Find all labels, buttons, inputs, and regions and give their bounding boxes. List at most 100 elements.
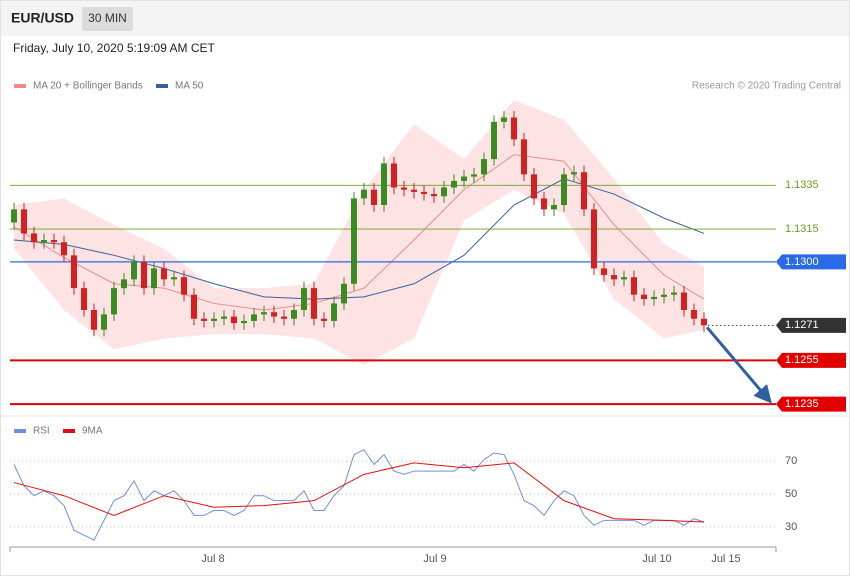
candle-body	[241, 320, 247, 324]
candle-body	[691, 310, 697, 319]
level-label: 1.1235	[785, 398, 819, 410]
candle-body	[371, 189, 377, 205]
candle-body	[151, 268, 157, 289]
level-label-box	[776, 352, 846, 368]
candle-body	[331, 303, 337, 321]
legend-swatch	[63, 429, 75, 433]
candle-body	[311, 288, 317, 319]
bollinger-band	[14, 100, 704, 365]
candle-body	[641, 294, 647, 300]
level-label: 1.1315	[785, 223, 819, 235]
candle-body	[301, 288, 307, 310]
level-label-box	[776, 396, 846, 412]
candle-body	[221, 316, 227, 319]
candle-body	[341, 283, 347, 304]
x-tick-label: Jul 15	[711, 553, 740, 565]
header-bar	[1, 1, 849, 36]
candle-body	[701, 318, 707, 326]
candle-body	[81, 288, 87, 310]
legend-swatch	[14, 84, 26, 88]
candle-body	[471, 174, 477, 177]
candle-body	[211, 318, 217, 321]
candle-body	[251, 314, 257, 321]
candle-body	[11, 209, 17, 223]
candle-body	[71, 255, 77, 289]
candle-body	[531, 174, 537, 199]
candle-body	[181, 277, 187, 295]
indicator-line	[13, 462, 705, 523]
timestamp: Friday, July 10, 2020 5:19:09 AM CET	[13, 41, 216, 55]
x-tick-label: Jul 10	[642, 553, 671, 565]
candle-body	[131, 261, 137, 280]
candle-body	[411, 189, 417, 192]
legend-label: 9MA	[82, 426, 103, 437]
legend-swatch	[156, 84, 168, 88]
candle-body	[101, 314, 107, 330]
candle-body	[21, 209, 27, 234]
candle-body	[671, 292, 677, 295]
level-label-box	[776, 317, 846, 333]
candle-body	[261, 312, 267, 315]
candle-body	[121, 279, 127, 289]
level-label: 1.1255	[785, 354, 819, 366]
candle-body	[171, 277, 177, 280]
candle-body	[41, 240, 47, 243]
moving-average	[13, 154, 705, 311]
y-tick-label: 30	[785, 521, 797, 533]
candle-body	[491, 121, 497, 160]
candle-body	[621, 277, 627, 280]
x-tick-label: Jul 8	[201, 553, 224, 565]
candle-body	[391, 163, 397, 188]
candle-body	[161, 268, 167, 280]
interval: 30 MIN	[88, 11, 127, 25]
interval-box	[82, 7, 133, 31]
candle-body	[111, 288, 117, 315]
y-tick-label: 70	[785, 455, 797, 467]
symbol: EUR/USD	[11, 10, 74, 26]
candle-body	[61, 242, 67, 256]
candle-body	[551, 205, 557, 210]
candle-body	[601, 268, 607, 275]
legend-swatch	[14, 429, 26, 433]
legend-label: MA 20 + Bollinger Bands	[33, 81, 143, 92]
projection-arrow	[705, 326, 772, 404]
candle-body	[591, 209, 597, 269]
candle-body	[421, 191, 427, 195]
candle-body	[201, 318, 207, 321]
x-tick-label: Jul 9	[423, 553, 446, 565]
candle-body	[651, 296, 657, 300]
candle-body	[431, 194, 437, 197]
candle-body	[141, 261, 147, 289]
candle-body	[51, 240, 57, 243]
candle-body	[571, 172, 577, 175]
credit: Research © 2020 Trading Central	[692, 81, 841, 92]
candle-body	[191, 294, 197, 319]
level-label-box	[776, 254, 846, 270]
candle-body	[281, 316, 287, 319]
candle-body	[381, 163, 387, 205]
candle-body	[361, 189, 367, 199]
candle-body	[451, 180, 457, 188]
candle-body	[91, 310, 97, 330]
candle-body	[271, 312, 277, 317]
legend-label: RSI	[33, 426, 50, 437]
legend-label: MA 50	[175, 81, 204, 92]
candle-body	[661, 294, 667, 297]
candle-body	[441, 187, 447, 197]
moving-average	[13, 178, 705, 300]
candle-body	[611, 275, 617, 280]
level-label: 1.1300	[785, 256, 819, 268]
candle-body	[581, 172, 587, 210]
candle-body	[321, 318, 327, 321]
candle-body	[511, 117, 517, 140]
candle-body	[291, 310, 297, 319]
level-label: 1.1335	[785, 179, 819, 191]
candle-body	[501, 117, 507, 122]
candle-body	[681, 292, 687, 310]
candle-body	[561, 174, 567, 205]
candle-body	[481, 159, 487, 175]
candle-body	[541, 198, 547, 210]
y-tick-label: 50	[785, 488, 797, 500]
candle-body	[31, 233, 37, 243]
